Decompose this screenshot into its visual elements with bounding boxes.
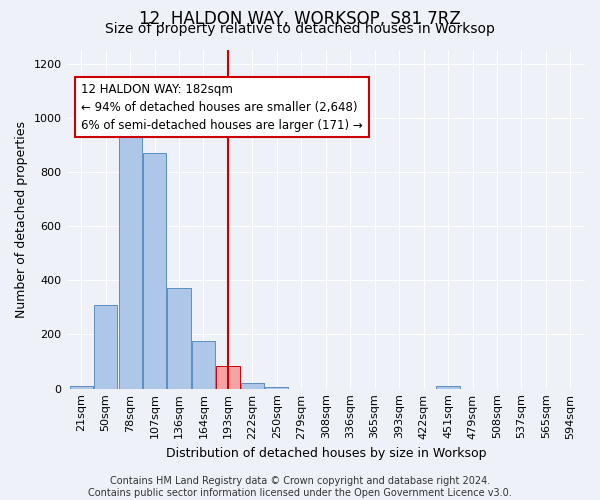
Bar [143, 153, 166, 388]
X-axis label: Distribution of detached houses by size in Worksop: Distribution of detached houses by size … [166, 447, 486, 460]
Bar [217, 366, 239, 388]
Bar [70, 386, 93, 388]
Bar [119, 124, 142, 388]
Bar [436, 386, 460, 388]
Text: 12 HALDON WAY: 182sqm
← 94% of detached houses are smaller (2,648)
6% of semi-de: 12 HALDON WAY: 182sqm ← 94% of detached … [81, 82, 363, 132]
Text: Contains HM Land Registry data © Crown copyright and database right 2024.
Contai: Contains HM Land Registry data © Crown c… [88, 476, 512, 498]
Bar [94, 304, 117, 388]
Text: Size of property relative to detached houses in Worksop: Size of property relative to detached ho… [105, 22, 495, 36]
Bar [167, 288, 191, 388]
Y-axis label: Number of detached properties: Number of detached properties [15, 121, 28, 318]
Text: 12, HALDON WAY, WORKSOP, S81 7RZ: 12, HALDON WAY, WORKSOP, S81 7RZ [139, 10, 461, 28]
Bar [192, 342, 215, 388]
Bar [241, 384, 264, 388]
